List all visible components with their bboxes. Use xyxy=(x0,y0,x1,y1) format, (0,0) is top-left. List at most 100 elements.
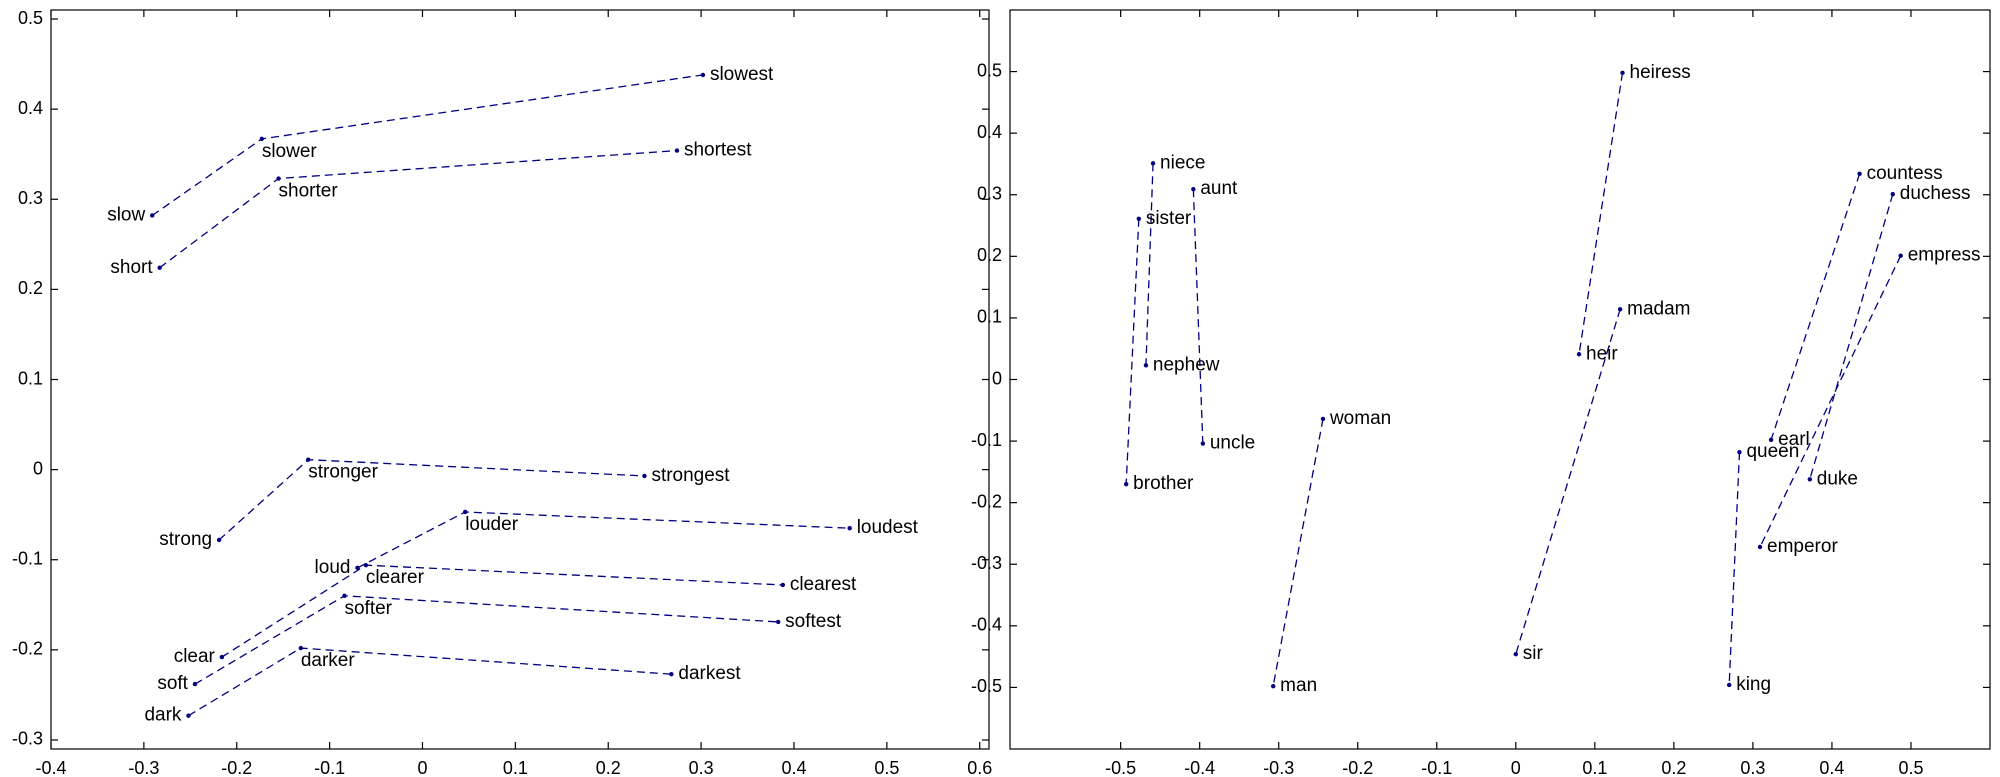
point xyxy=(1123,481,1129,487)
y-tick-label: 0.2 xyxy=(18,278,43,298)
x-tick-label: 0.1 xyxy=(503,758,528,777)
point-label: strongest xyxy=(651,465,730,486)
point-label: clear xyxy=(174,646,216,667)
plot-frame xyxy=(50,9,990,750)
connector-line xyxy=(1728,452,1741,685)
x-tick-label: 0 xyxy=(1511,758,1521,777)
point xyxy=(1191,187,1196,192)
connector-line xyxy=(221,564,783,658)
point xyxy=(1200,441,1206,446)
point-label: dark xyxy=(144,705,181,726)
point xyxy=(157,265,162,270)
connector-line xyxy=(1515,309,1621,655)
y-tick-label: -0.4 xyxy=(971,615,1002,635)
point xyxy=(1890,191,1895,197)
point-label: softer xyxy=(344,598,392,619)
point xyxy=(259,136,265,142)
y-tick-label: 0.4 xyxy=(18,98,43,118)
connector-line xyxy=(1272,418,1324,687)
y-tick-label: 0 xyxy=(33,458,43,478)
point-label: madam xyxy=(1627,298,1690,319)
point xyxy=(1136,216,1142,221)
point-label: nephew xyxy=(1153,354,1220,375)
point-label: strong xyxy=(159,529,212,550)
point xyxy=(642,473,647,479)
point xyxy=(276,176,281,181)
point xyxy=(1576,352,1582,357)
y-tick-label: 0.5 xyxy=(18,8,43,28)
x-tick-label: -0.5 xyxy=(1105,758,1136,777)
point-label: queen xyxy=(1746,441,1799,462)
x-tick-label: 0.5 xyxy=(1898,758,1923,777)
point-label: louder xyxy=(465,514,518,535)
point xyxy=(192,681,198,687)
point xyxy=(775,619,781,625)
point xyxy=(1737,449,1742,455)
connector-line xyxy=(357,511,850,569)
x-tick-label: -0.4 xyxy=(35,758,66,777)
connector-line xyxy=(188,647,672,717)
y-tick-label: -0.2 xyxy=(12,639,43,659)
plot-frame xyxy=(1009,9,1991,750)
y-tick-label: -0.3 xyxy=(12,729,43,749)
point xyxy=(700,72,706,78)
y-tick-label: 0.4 xyxy=(977,122,1002,142)
point xyxy=(1857,171,1862,177)
y-tick-label: 0.1 xyxy=(18,368,43,388)
point xyxy=(847,526,852,531)
point xyxy=(186,713,191,718)
x-tick-label: 0.2 xyxy=(1661,758,1686,777)
point xyxy=(355,565,360,571)
point-label: loudest xyxy=(857,517,919,538)
point-label: aunt xyxy=(1200,178,1238,199)
x-tick-label: -0.4 xyxy=(1184,758,1215,777)
point-label: shortest xyxy=(684,140,752,161)
x-tick-label: -0.2 xyxy=(1342,758,1373,777)
point xyxy=(298,645,304,651)
y-tick-label: 0.3 xyxy=(977,184,1002,204)
y-tick-label: 0.3 xyxy=(18,188,43,208)
x-tick-label: 0.6 xyxy=(967,758,992,777)
point-label: emperor xyxy=(1767,536,1838,557)
point xyxy=(363,562,369,568)
point xyxy=(1726,682,1732,688)
connector-line xyxy=(1578,72,1624,355)
point-label: sister xyxy=(1146,208,1192,229)
x-tick-label: -0.3 xyxy=(128,758,159,777)
point-label: heiress xyxy=(1630,62,1691,83)
point-label: short xyxy=(110,257,153,278)
point xyxy=(1150,161,1156,166)
point-label: earl xyxy=(1778,429,1810,450)
point xyxy=(674,148,680,153)
y-tick-label: -0.5 xyxy=(971,676,1002,696)
point xyxy=(150,213,155,218)
y-tick-label: 0.5 xyxy=(977,60,1002,80)
point-label: sir xyxy=(1523,643,1544,664)
x-tick-label: 0.4 xyxy=(1819,758,1844,777)
point xyxy=(1898,253,1903,258)
point xyxy=(1620,70,1625,76)
connector-line xyxy=(218,459,645,541)
point-label: loud xyxy=(315,557,351,578)
point xyxy=(1807,477,1813,482)
connector-line xyxy=(1759,255,1902,548)
y-tick-label: 0 xyxy=(992,368,1002,388)
connector-line xyxy=(1125,218,1140,485)
point-label: darker xyxy=(301,650,356,671)
y-tick-label: -0.2 xyxy=(971,491,1002,511)
point-label: slow xyxy=(107,204,145,225)
point-label: duke xyxy=(1817,468,1858,489)
point xyxy=(1617,307,1623,312)
point-label: empress xyxy=(1908,245,1981,266)
point-label: man xyxy=(1280,675,1317,696)
x-tick-label: 0.3 xyxy=(689,758,714,777)
connector-line xyxy=(1809,193,1894,480)
connector-line xyxy=(1770,173,1861,441)
point xyxy=(669,671,674,677)
point-label: uncle xyxy=(1210,433,1255,454)
x-tick-label: -0.2 xyxy=(221,758,252,777)
y-tick-label: -0.1 xyxy=(12,548,43,568)
point xyxy=(1757,544,1763,550)
